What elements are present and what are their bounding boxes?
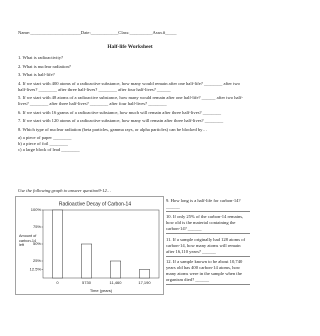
question: 5. If we start with 48 atoms of a radioa… [18,95,243,107]
x-tick-label: 5730 [82,280,92,285]
graph-intro: Use the following graph to answer questi… [18,188,111,193]
y-axis-label: Amount of carbon-14 left [19,234,37,248]
x-tick-label: 11,460 [110,280,123,285]
question: a) a piece of paper ________ [18,135,72,141]
right-questions: 9. How long is a half-life for carbon-14… [166,198,250,288]
y-tick-label: 100% [31,207,42,212]
y-tick-label: 50% [33,241,41,246]
bar [110,260,121,279]
y-tick-label: 12.5% [30,267,42,272]
question: 1. What is radioactivity? [18,55,64,60]
question: 11. If a sample originally had 128 atoms… [166,237,250,257]
title: Half-life Worksheet [107,44,153,50]
chart-frame [15,196,164,295]
question: b) a piece of foil ________ [18,141,68,147]
question: 8. Which type of nuclear radiation (beta… [18,126,208,132]
chart: Radioactive Decay of Carbon-14 Time (yea… [15,196,164,295]
y-tick-label: 75% [33,224,41,229]
questions: 1. What is radioactivity? 2. What is nucl… [18,55,246,153]
header-line: Name:______________________Date:________… [18,30,177,35]
question: 7. If we start with 120 atoms of a radio… [18,118,224,124]
question: 2. What is nuclear radiation? [18,63,71,69]
question: 3. What is half-life? [18,72,55,78]
y-tick-label: 25% [33,258,41,263]
x-axis-label: Time (years) [90,288,113,293]
bar [139,269,150,279]
x-tick-label: 17,190 [138,280,151,285]
question: 10. If only 25% of the carbon-14 remains… [166,214,250,235]
question: 6. If we start with 16 grams of a radioa… [18,109,222,115]
question: c) a large block of lead ________ [18,147,80,153]
x-tick-label: 0 [56,280,59,285]
question: 4. If we start with 400 atoms of a radio… [18,80,240,92]
question: 9. How long is a half-life for carbon-14… [166,198,250,212]
question: 12. If a sample known to be about 10,740… [166,259,250,286]
chart-title: Radioactive Decay of Carbon-14 [59,201,131,207]
worksheet: Name:______________________Date:________… [15,30,250,295]
bar [81,243,92,279]
bar [52,209,63,279]
